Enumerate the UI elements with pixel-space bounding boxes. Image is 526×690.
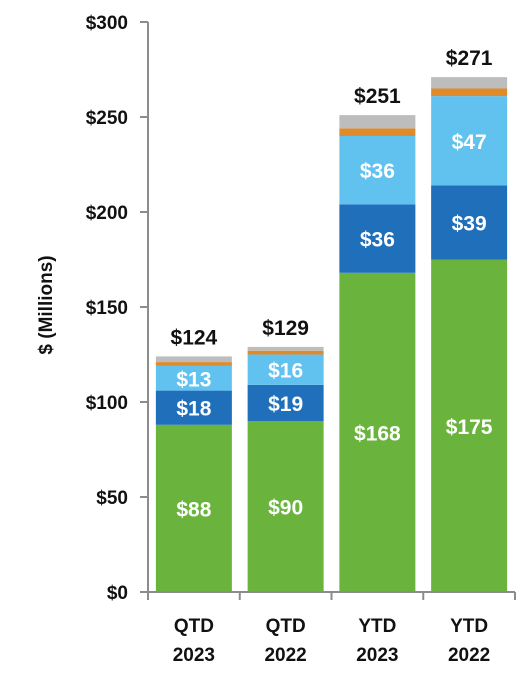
y-tick-label: $0 — [107, 583, 128, 604]
bar-segment — [155, 390, 232, 425]
data-label: $39 — [452, 212, 487, 235]
bar-segment — [155, 424, 232, 592]
bar-stack: $168 $36 $36 $251 — [339, 85, 416, 592]
y-tick-label: $150 — [86, 298, 128, 319]
x-tick-label: QTD — [174, 616, 214, 637]
bar-segment — [339, 115, 416, 129]
bar-segment — [431, 77, 508, 89]
data-label: $18 — [176, 398, 211, 421]
bar-segment — [247, 350, 324, 355]
bar-segment — [155, 362, 232, 366]
x-tick-label: 2023 — [173, 645, 215, 666]
bars-group: $88 $18 $13 $124 $90 $19 $16 $129 $168 $36 $36 $251… — [155, 47, 508, 592]
bar-segment — [339, 204, 416, 273]
bar-segment — [155, 356, 232, 363]
total-label: $251 — [354, 85, 401, 108]
bar-segment — [247, 421, 324, 592]
bar-stack: $88 $18 $13 $124 — [155, 326, 232, 592]
data-label: $90 — [268, 497, 303, 520]
bar-segment — [431, 96, 508, 186]
bar-segment — [431, 259, 508, 592]
y-tick-label: $50 — [96, 488, 128, 509]
data-label: $19 — [268, 393, 303, 416]
x-tick-label: 2022 — [264, 645, 306, 666]
data-label: $47 — [452, 131, 487, 154]
x-tick-label: YTD — [450, 616, 488, 637]
x-tick-label: YTD — [358, 616, 396, 637]
bar-segment — [339, 128, 416, 136]
y-tick-label: $250 — [86, 108, 128, 129]
y-axis-label: $ (Millions) — [36, 255, 57, 354]
bar-segment — [247, 346, 324, 351]
data-label: $16 — [268, 360, 303, 383]
total-label: $129 — [262, 317, 309, 340]
bar-stack: $175 $39 $47 $271 — [431, 47, 508, 592]
bar-segment — [247, 354, 324, 385]
y-tick-label: $300 — [86, 13, 128, 34]
data-label: $36 — [360, 229, 395, 252]
bar-segment — [339, 272, 416, 592]
data-label: $88 — [176, 498, 211, 521]
data-label: $36 — [360, 160, 395, 183]
axes-group: $0 $50 $100 $150 $200 $250 $300 QTD 2023 QTD 2022 Y… — [86, 13, 516, 666]
bar-segment — [431, 88, 508, 97]
total-label: $271 — [446, 47, 493, 70]
bar-segment — [247, 384, 324, 421]
bar-stack: $90 $19 $16 $129 — [247, 317, 324, 592]
x-tick-label: 2023 — [356, 645, 398, 666]
data-label: $175 — [446, 416, 493, 439]
y-tick-label: $100 — [86, 393, 128, 414]
bar-segment — [339, 136, 416, 205]
bar-segment — [155, 365, 232, 391]
bar-segment — [431, 185, 508, 260]
x-tick-label: QTD — [266, 616, 306, 637]
data-label: $168 — [354, 422, 401, 445]
total-label: $124 — [171, 326, 218, 349]
x-tick-label: 2022 — [448, 645, 490, 666]
data-label: $13 — [176, 368, 211, 391]
y-tick-label: $200 — [86, 203, 128, 224]
